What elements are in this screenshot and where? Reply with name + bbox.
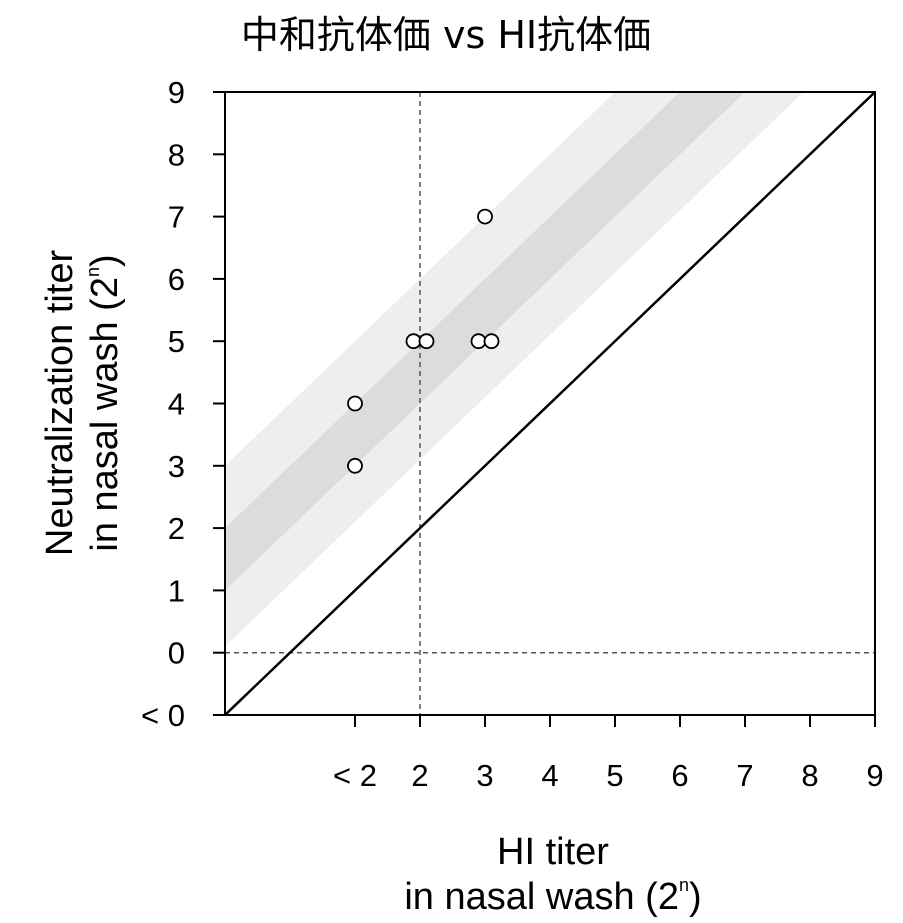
y-tick-label: 4 — [168, 387, 185, 422]
identity-line-layer — [225, 92, 875, 715]
y-axis-label-superscript: n — [83, 267, 103, 277]
y-tick-label: 2 — [168, 511, 185, 546]
x-tick-label: 8 — [801, 758, 818, 793]
data-point — [477, 208, 493, 225]
y-tick-label: 6 — [168, 262, 185, 297]
confidence-band-1 — [225, 92, 804, 647]
data-points — [347, 208, 500, 474]
x-tick-label: 5 — [606, 758, 623, 793]
data-point — [405, 333, 422, 350]
chart-title: 中和抗体価 vs HI抗体価 — [241, 13, 651, 57]
band-layer — [225, 92, 804, 647]
x-tick-label: 2 — [411, 758, 428, 793]
data-point — [418, 333, 435, 350]
identity-line — [225, 92, 875, 715]
x-axis-label-line2: in nasal wash (2n) — [404, 875, 701, 918]
y-axis-label-suffix: ) — [84, 254, 126, 267]
y-tick-label: 8 — [168, 137, 185, 172]
x-tick-label: 7 — [736, 758, 753, 793]
x-tick-label: 3 — [476, 758, 493, 793]
x-tick-label: 9 — [866, 758, 883, 793]
y-axis: < 0 0 1 2 3 4 5 6 7 8 9 — [141, 75, 225, 733]
x-tick-label: 6 — [671, 758, 688, 793]
y-tick-label: 1 — [168, 573, 185, 608]
x-axis: < 2 2 3 4 5 6 7 8 9 — [333, 715, 884, 793]
x-tick-label: 4 — [541, 758, 558, 793]
y-tick-label: 5 — [168, 324, 185, 359]
y-tick-label: < 0 — [141, 698, 185, 733]
data-point — [347, 457, 363, 474]
data-point — [470, 333, 487, 350]
y-tick-label: 0 — [168, 636, 185, 671]
data-point — [483, 333, 500, 350]
y-axis-label-prefix: in nasal wash (2 — [84, 277, 126, 552]
x-axis-label-line1: HI titer — [497, 831, 609, 873]
y-tick-label: 3 — [168, 449, 185, 484]
x-axis-label-prefix: in nasal wash (2 — [404, 876, 679, 918]
data-point — [347, 395, 363, 412]
y-tick-label: 9 — [168, 75, 185, 110]
y-axis-label-line2: in nasal wash (2n) — [83, 254, 126, 551]
reference-lines — [225, 92, 875, 715]
y-tick-label: 7 — [168, 200, 185, 235]
x-axis-label-superscript: n — [679, 875, 689, 895]
x-tick-label: < 2 — [333, 758, 377, 793]
y-axis-label-line1: Neutralization titer — [39, 250, 81, 557]
x-axis-label-suffix: ) — [689, 876, 702, 918]
